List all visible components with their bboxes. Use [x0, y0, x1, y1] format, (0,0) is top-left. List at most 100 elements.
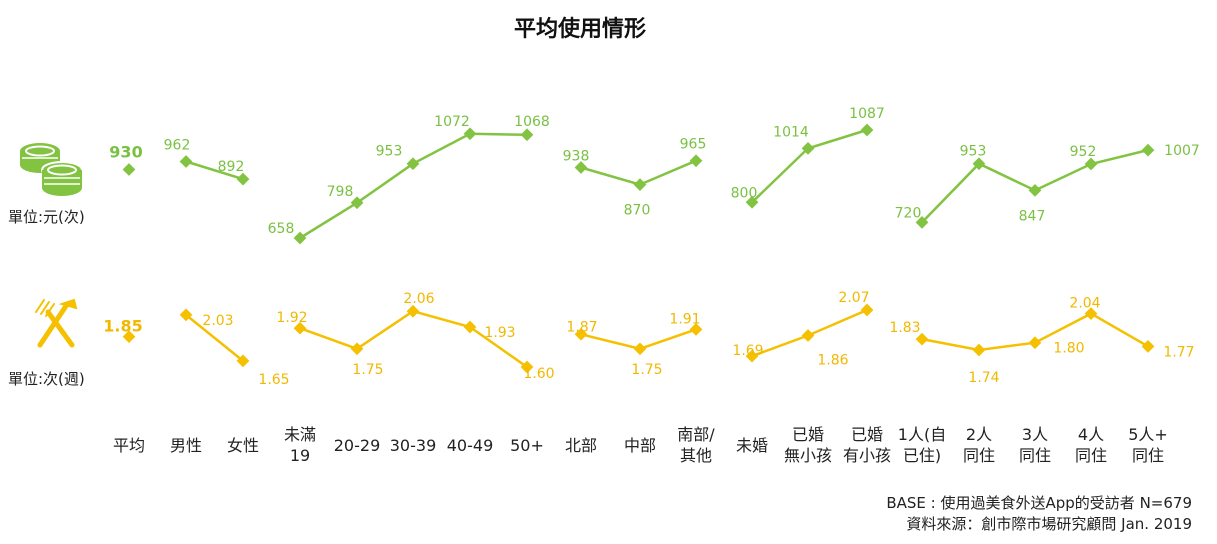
freq-data-label: 1.75 [631, 362, 662, 378]
freq-data-label: 1.80 [1053, 341, 1084, 357]
category-label: 3人同住 [1019, 425, 1051, 465]
spend-data-label: 800 [731, 185, 758, 201]
spend-data-label: 938 [563, 149, 590, 165]
freq-point [293, 321, 307, 335]
category-label: 男性 [170, 436, 202, 455]
fork-knife-icon [35, 298, 78, 348]
category-label: 2人同住 [963, 425, 995, 465]
spend-point [689, 154, 703, 168]
spend-data-label: 1068 [514, 114, 550, 130]
spend-data-label: 1007 [1164, 143, 1200, 159]
freq-point [689, 323, 703, 336]
freq-data-label: 1.87 [566, 319, 597, 335]
category-label: 已婚無小孩 [784, 425, 832, 465]
category-label: 30-39 [390, 436, 437, 455]
spend-data-label: 1072 [434, 114, 470, 130]
freq-data-label: 1.83 [889, 320, 920, 336]
category-label: 1人(自已住) [898, 425, 946, 465]
freq-data-label: 1.75 [352, 362, 383, 378]
freq-data-label: 2.03 [202, 313, 233, 329]
spend-data-label: 658 [268, 221, 295, 237]
freq-data-label: 1.69 [732, 343, 763, 359]
spend-point [1028, 184, 1042, 197]
spend-point [236, 172, 250, 186]
spend-data-label: 1014 [773, 124, 809, 140]
spend-data-label: 892 [218, 159, 245, 175]
freq-data-label: 1.65 [258, 372, 289, 388]
spend-data-label: 962 [164, 137, 191, 153]
category-label: 50+ [510, 436, 544, 455]
category-label: 4人同住 [1075, 425, 1107, 465]
spend-point [122, 163, 136, 176]
category-label: 未婚 [736, 436, 768, 455]
freq-point [801, 329, 815, 342]
spend-point [406, 157, 420, 171]
freq-data-label: 2.04 [1069, 296, 1100, 312]
spend-point [520, 128, 534, 142]
freq-data-label: 1.86 [817, 352, 848, 368]
category-label: 40-49 [447, 436, 494, 455]
spend-data-label: 847 [1019, 208, 1046, 224]
freq-data-label: 1.91 [669, 311, 700, 327]
spend-data-label: 953 [960, 144, 987, 160]
spend-point [463, 127, 477, 141]
spend-data-label: 870 [624, 203, 651, 219]
category-label: 未滿 19 [284, 425, 316, 465]
freq-point [915, 332, 929, 346]
spend-data-label: 930 [109, 143, 142, 162]
spend-point [350, 196, 364, 210]
spend-data-label: 952 [1070, 144, 1097, 160]
freq-point [350, 342, 364, 356]
category-label: 已婚有小孩 [843, 425, 891, 465]
category-label: 平均 [113, 436, 145, 455]
category-label: 20-29 [334, 436, 381, 455]
category-label: 女性 [227, 436, 259, 455]
source-note: 資料來源：創市際市場研究顧問 Jan. 2019 [906, 515, 1192, 533]
spend-point [293, 231, 307, 245]
category-label: 南部/其他 [677, 425, 715, 465]
spend-unit-label: 單位:元(次) [8, 208, 85, 226]
spend-data-label: 720 [895, 205, 922, 221]
spend-series-line [751, 128, 868, 204]
freq-point [236, 354, 250, 368]
freq-series-line [185, 313, 244, 362]
freq-point [574, 327, 588, 341]
freq-unit-label: 單位:次(週) [8, 370, 85, 388]
freq-data-label: 1.60 [523, 366, 554, 382]
category-label: 5人+同住 [1128, 425, 1168, 465]
category-label: 北部 [565, 436, 597, 455]
spend-data-label: 953 [376, 144, 403, 160]
spend-data-label: 965 [680, 137, 707, 153]
freq-data-label: 1.74 [968, 370, 999, 386]
freq-point [745, 349, 759, 363]
freq-point [633, 342, 647, 356]
freq-data-label: 1.93 [484, 325, 515, 341]
spend-data-label: 1087 [849, 106, 885, 122]
freq-data-label: 1.77 [1163, 344, 1194, 360]
freq-data-label: 1.85 [103, 317, 142, 336]
spend-point [915, 216, 929, 229]
freq-point [1141, 340, 1155, 353]
freq-data-label: 2.07 [838, 290, 869, 306]
chart-title: 平均使用情形 [514, 16, 646, 42]
freq-point [122, 330, 136, 344]
spend-data-label: 798 [327, 184, 354, 200]
base-note: BASE : 使用過美食外送App的受訪者 N=679 [886, 494, 1192, 512]
spend-point [574, 161, 588, 174]
spend-point [860, 123, 874, 137]
category-label: 中部 [624, 436, 656, 455]
coins-icon [20, 143, 83, 196]
spend-series-line [185, 160, 244, 181]
freq-data-label: 1.92 [276, 310, 307, 326]
chart-marks: 930 962 892 658 798 953 1072 1068 938 870 965 800 10… [103, 106, 1200, 388]
freq-point [1028, 336, 1042, 350]
spend-point [633, 178, 647, 191]
freq-data-label: 2.06 [403, 291, 434, 307]
spend-point [1141, 143, 1155, 157]
freq-point [463, 320, 477, 334]
freq-point [179, 308, 193, 322]
freq-point [972, 343, 986, 357]
spend-point [179, 155, 193, 168]
